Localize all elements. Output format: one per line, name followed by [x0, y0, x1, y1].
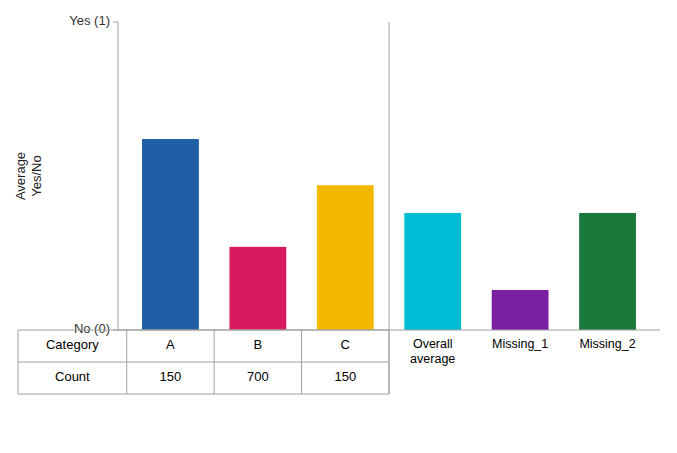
- divider: [389, 22, 390, 394]
- table-rule: [126, 330, 127, 394]
- table-rule: [18, 330, 19, 394]
- table-category: B: [254, 337, 263, 352]
- y-tick-label: No (0): [74, 321, 110, 336]
- table-rule: [301, 330, 302, 394]
- table-rule: [18, 330, 389, 331]
- table-count: 700: [247, 369, 269, 384]
- bar: [142, 139, 199, 330]
- text-line: average: [410, 352, 455, 366]
- text-line: Overall: [413, 337, 453, 351]
- x-tick-label: Missing_2: [579, 337, 635, 351]
- table: Category Count A 150 B 700 C 150: [18, 330, 389, 394]
- x-tick-label: Missing_1: [492, 337, 548, 351]
- text-line: Yes/No: [29, 155, 44, 196]
- x-tick-label: Overallaverage: [410, 337, 455, 366]
- table-row-label: Category: [46, 337, 99, 352]
- text-line: Missing_2: [579, 337, 635, 351]
- y-tick: [113, 22, 118, 23]
- chart-container: No (0) Yes (1) AverageYes/No Category Count A…: [0, 0, 677, 453]
- bar: [579, 213, 636, 330]
- table-row-label: Count: [55, 369, 90, 384]
- bar: [317, 185, 374, 330]
- bar: [492, 290, 549, 330]
- bar: [229, 247, 286, 330]
- y-tick-label: Yes (1): [69, 13, 110, 28]
- y-axis-line: [118, 22, 119, 330]
- text-line: Average: [13, 152, 28, 200]
- table-count: 150: [334, 369, 356, 384]
- bar: [404, 213, 461, 330]
- y-axis-label: AverageYes/No: [13, 152, 44, 200]
- text-line: Missing_1: [492, 337, 548, 351]
- table-count: 150: [160, 369, 182, 384]
- table-rule: [18, 362, 389, 363]
- table-category: A: [166, 337, 175, 352]
- table-rule: [18, 394, 389, 395]
- table-rule: [214, 330, 215, 394]
- chart-svg: No (0) Yes (1) AverageYes/No Category Count A…: [0, 0, 677, 453]
- background: [0, 0, 677, 453]
- table-category: C: [341, 337, 350, 352]
